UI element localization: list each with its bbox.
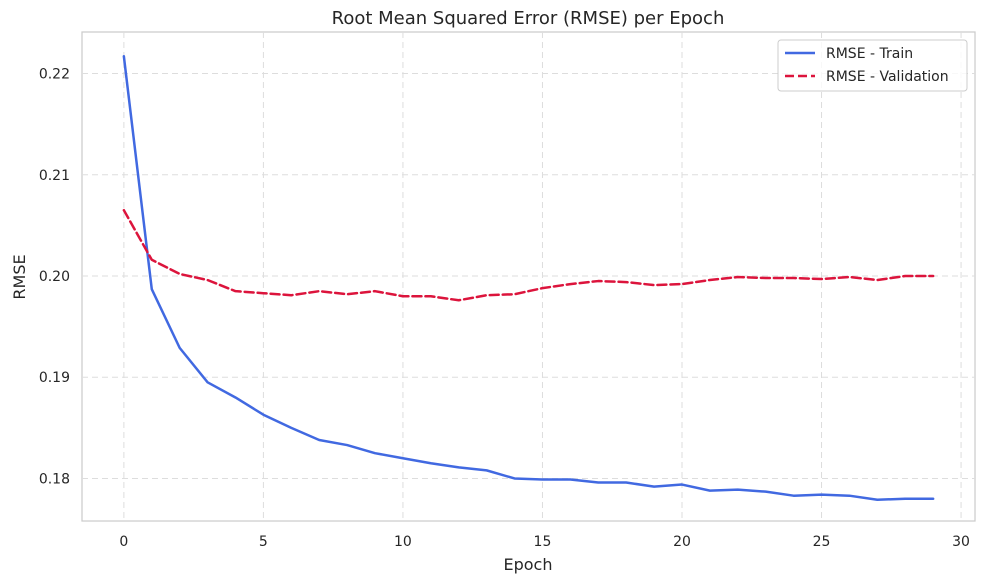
chart-title: Root Mean Squared Error (RMSE) per Epoch: [332, 8, 725, 29]
x-tick-label: 5: [259, 534, 268, 550]
train-series-line: [122, 55, 935, 501]
y-tick-label: 0.19: [39, 370, 70, 386]
legend-label-validation: RMSE - Validation: [826, 69, 949, 85]
x-tick-label: 30: [952, 534, 970, 550]
x-tick-label: 20: [673, 534, 691, 550]
series-layer: [122, 55, 935, 501]
legend-label-train: RMSE - Train: [826, 46, 913, 62]
tick-layer: 0 5 10 15 20 25 30 0.18 0.19 0.20 0.21 0.22: [39, 67, 970, 550]
y-axis-title: RMSE: [10, 254, 29, 299]
x-axis-title: Epoch: [504, 555, 553, 574]
x-tick-label: 0: [119, 534, 128, 550]
y-tick-label: 0.22: [39, 67, 70, 83]
plot-area: [81, 31, 976, 522]
x-tick-label: 25: [813, 534, 831, 550]
grid-layer: [82, 32, 975, 521]
validation-series-line: [122, 208, 935, 302]
x-tick-label: 15: [534, 534, 552, 550]
y-tick-label: 0.20: [39, 269, 70, 285]
y-tick-label: 0.18: [39, 471, 70, 487]
x-tick-label: 10: [394, 534, 412, 550]
legend-box: [777, 39, 968, 92]
y-tick-label: 0.21: [39, 168, 70, 184]
legend: RMSE - Train RMSE - Validation: [777, 39, 968, 92]
